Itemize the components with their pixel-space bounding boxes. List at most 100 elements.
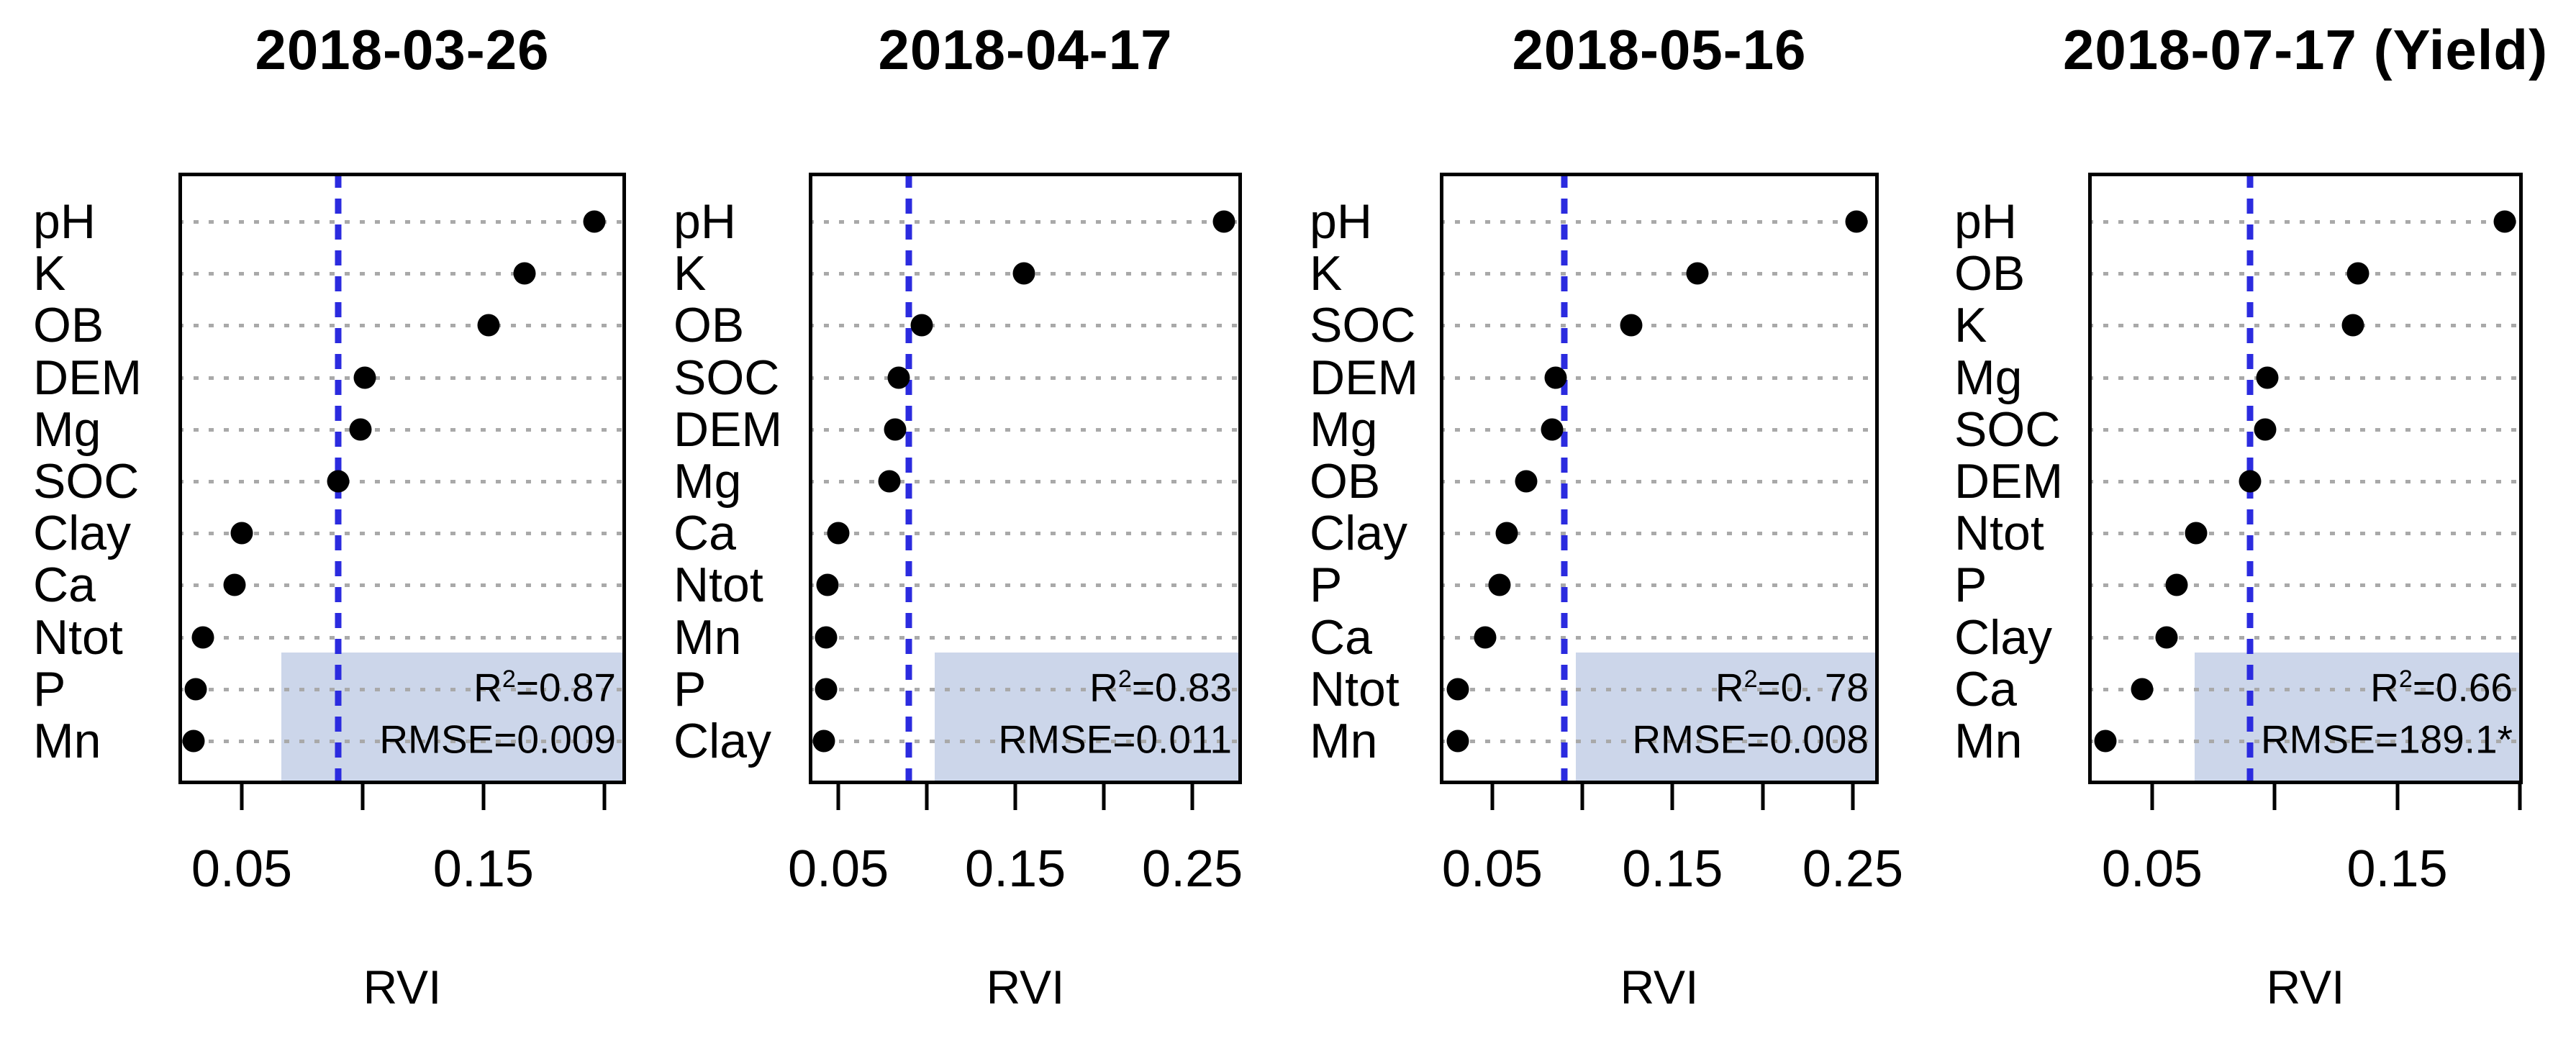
x-axis-tick <box>1102 784 1106 810</box>
r2-exponent: 2 <box>502 665 516 693</box>
rmse-annotation: RMSE=0.009 <box>379 717 616 762</box>
x-axis-tick-label: 0.15 <box>1622 840 1723 898</box>
x-axis-tick <box>2150 784 2154 810</box>
gridline <box>2088 220 2523 224</box>
x-axis-tick-label: 0.05 <box>191 840 293 898</box>
gridline <box>1440 583 1879 588</box>
gridline <box>178 376 626 380</box>
x-axis-tick-label: 0.05 <box>2101 840 2203 898</box>
x-axis-tick <box>481 784 486 810</box>
gridline <box>178 635 626 640</box>
annotation-box <box>1576 653 1879 784</box>
data-point <box>2254 418 2277 441</box>
data-point <box>1474 626 1497 649</box>
rmse-annotation: RMSE=189.1* <box>2260 717 2513 762</box>
gridline <box>809 324 1242 328</box>
data-point <box>477 314 500 337</box>
y-axis-label: Mn <box>674 609 742 665</box>
gridline <box>2088 635 2523 640</box>
data-point <box>887 366 910 389</box>
y-axis-label: DEM <box>1310 350 1419 405</box>
data-point <box>827 522 850 545</box>
data-point <box>1686 262 1709 285</box>
data-point <box>1446 730 1469 753</box>
data-point <box>327 470 350 493</box>
x-axis-title: RVI <box>986 960 1065 1014</box>
rmse-annotation: RMSE=0.008 <box>1632 717 1869 762</box>
gridline <box>178 740 626 743</box>
y-axis-label: SOC <box>1310 298 1416 353</box>
gridline <box>178 583 626 588</box>
data-point <box>182 730 205 753</box>
data-point <box>2239 470 2262 493</box>
data-point <box>910 314 933 337</box>
y-axis-label: SOC <box>674 350 780 405</box>
gridline <box>809 635 1242 640</box>
gridline <box>178 272 626 276</box>
panel-title: 2018-03-26 <box>255 18 550 81</box>
panel-title: 2018-05-16 <box>1512 18 1807 81</box>
gridline <box>809 740 1242 743</box>
data-point <box>1541 418 1564 441</box>
y-axis-label: DEM <box>1954 454 2064 509</box>
r2-value: =0.66 <box>2412 665 2513 710</box>
gridline <box>1440 376 1879 380</box>
x-axis-tick <box>1670 784 1674 810</box>
data-point <box>1012 262 1035 285</box>
y-axis-label: Clay <box>1954 609 2053 665</box>
data-point <box>353 366 376 389</box>
gridline <box>178 324 626 328</box>
gridline <box>2088 583 2523 588</box>
x-axis-tick <box>925 784 929 810</box>
data-point <box>2155 626 2178 649</box>
y-axis-label: Ca <box>1310 609 1372 665</box>
x-axis-title: RVI <box>1620 960 1699 1014</box>
y-axis-label: DEM <box>33 350 142 405</box>
x-axis-tick <box>602 784 607 810</box>
data-point <box>184 678 207 701</box>
y-axis-label: pH <box>33 194 96 249</box>
y-axis-label: Mn <box>1310 714 1378 768</box>
data-point <box>878 470 901 493</box>
y-axis-label: SOC <box>33 454 140 509</box>
gridline <box>2088 687 2523 691</box>
y-axis-label: P <box>33 661 66 717</box>
r2-base: R <box>1715 665 1744 710</box>
data-point <box>2131 678 2154 701</box>
r2-base: R <box>2370 665 2399 710</box>
r2-exponent: 2 <box>1117 665 1132 693</box>
y-axis-label: Ca <box>33 558 96 613</box>
gridline <box>1440 480 1879 483</box>
x-axis-tick <box>1851 784 1855 810</box>
x-axis-tick-label: 0.05 <box>1441 840 1543 898</box>
panel-title: 2018-07-17 (Yield) <box>2062 18 2549 81</box>
x-axis-tick <box>1013 784 1017 810</box>
x-axis-tick <box>836 784 840 810</box>
y-axis-label: OB <box>1310 454 1381 509</box>
x-axis-tick <box>2395 784 2400 810</box>
r2-exponent: 2 <box>1743 665 1758 693</box>
gridline <box>178 687 626 691</box>
panel-title: 2018-04-17 <box>878 18 1173 81</box>
r2-annotation: R2=0. 78 <box>1715 665 1869 710</box>
data-point <box>230 522 253 545</box>
y-axis-label: Clay <box>674 714 772 768</box>
y-axis-label: Ntot <box>33 609 123 665</box>
x-axis-tick-label: 0.05 <box>788 840 889 898</box>
gridline <box>1440 324 1879 328</box>
gridline <box>1440 532 1879 536</box>
data-point <box>191 626 214 649</box>
y-axis-label: Mg <box>33 401 101 457</box>
gridline <box>2088 324 2523 328</box>
y-axis-label: OB <box>674 298 745 353</box>
r2-value: =0.83 <box>1131 665 1232 710</box>
r2-base: R <box>1089 665 1118 710</box>
x-axis-tick <box>360 784 365 810</box>
y-axis-label: P <box>674 661 707 717</box>
y-axis-label: pH <box>1954 194 2017 249</box>
y-axis-label: K <box>674 246 707 301</box>
gridline <box>809 583 1242 588</box>
x-axis-tick-label: 0.15 <box>432 840 534 898</box>
data-point <box>583 210 606 233</box>
